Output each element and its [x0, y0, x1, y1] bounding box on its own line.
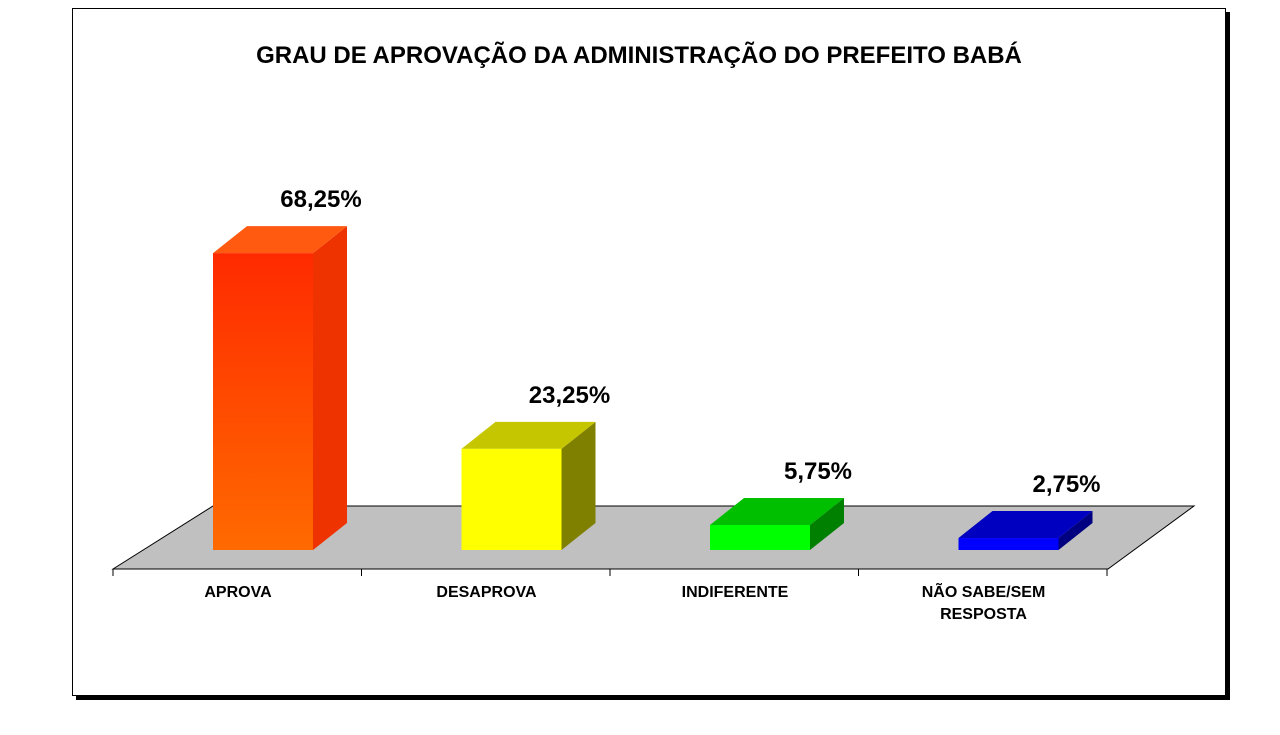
bar-front	[958, 538, 1059, 550]
category-label: NÃO SABE/SEM	[922, 581, 1046, 601]
bar-side	[313, 226, 347, 551]
bar-top	[958, 511, 1093, 539]
chart-frame: GRAU DE APROVAÇÃO DA ADMINISTRAÇÃO DO PR…	[72, 8, 1226, 696]
data-label: 2,75%	[1032, 471, 1100, 498]
bar-top	[461, 421, 596, 449]
bar-side	[561, 421, 596, 550]
bar-3	[710, 497, 844, 550]
data-label: 5,75%	[784, 458, 852, 485]
chart-svg: GRAU DE APROVAÇÃO DA ADMINISTRAÇÃO DO PR…	[111, 41, 1196, 623]
bar-4	[958, 511, 1093, 550]
bar-front	[461, 448, 562, 550]
category-label: DESAPROVA	[436, 584, 537, 601]
category-label: INDIFERENTE	[682, 584, 789, 601]
bar-front	[710, 524, 810, 550]
bar-top	[710, 497, 844, 525]
data-label: 23,25%	[529, 382, 610, 409]
category-label: APROVA	[204, 584, 272, 601]
bar-top	[213, 226, 347, 254]
bar-front	[213, 253, 313, 551]
bar-1	[213, 226, 347, 551]
bar-2	[461, 421, 596, 550]
bar-side	[810, 497, 844, 550]
data-label: 68,25%	[280, 186, 361, 213]
bar-side	[1058, 511, 1093, 550]
category-label: RESPOSTA	[940, 606, 1027, 623]
chart-title: GRAU DE APROVAÇÃO DA ADMINISTRAÇÃO DO PR…	[256, 41, 1022, 69]
